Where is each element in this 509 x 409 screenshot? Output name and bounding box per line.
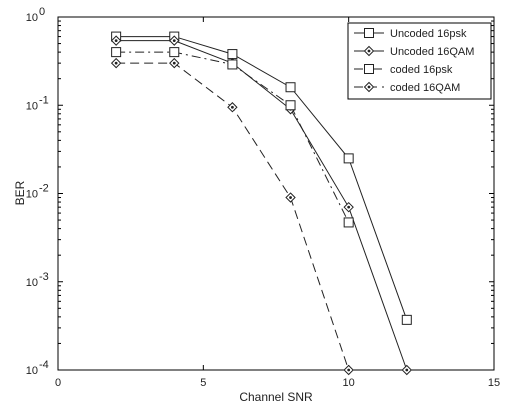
series-line bbox=[116, 40, 408, 371]
data-point bbox=[343, 153, 354, 164]
y-tick-exponent: -4 bbox=[39, 359, 49, 371]
x-axis-ticks: 0 5 10 15 bbox=[55, 17, 500, 389]
data-point-center bbox=[347, 205, 351, 209]
y-tick-exponent: -3 bbox=[39, 271, 49, 283]
series-4 bbox=[110, 57, 354, 376]
legend-marker-center bbox=[367, 85, 371, 89]
data-point bbox=[227, 59, 238, 70]
x-axis-label: Channel SNR bbox=[239, 390, 313, 404]
series-line bbox=[116, 36, 408, 321]
y-tick-base: 10 bbox=[26, 12, 38, 24]
data-point-center bbox=[114, 39, 118, 43]
y-tick-base: 10 bbox=[26, 365, 38, 377]
y-tick-label: 10 bbox=[26, 100, 38, 112]
data-point bbox=[285, 82, 296, 93]
y-tick-base: 10 bbox=[26, 100, 38, 112]
legend-label: Uncoded 16QAM bbox=[390, 46, 474, 58]
y-tick-label: 10 bbox=[26, 277, 38, 289]
data-point-center bbox=[347, 368, 351, 372]
legend-label: coded 16QAM bbox=[390, 82, 460, 94]
data-point-center bbox=[405, 368, 409, 372]
x-tick-label: 15 bbox=[488, 377, 500, 389]
legend: Uncoded 16psk Uncoded 16QAM coded 16psk cod… bbox=[347, 22, 492, 100]
data-point bbox=[111, 47, 122, 58]
y-tick-base: 10 bbox=[26, 277, 38, 289]
data-point bbox=[285, 100, 296, 111]
series-layer bbox=[110, 31, 413, 376]
y-axis-label: BER bbox=[13, 180, 27, 205]
y-tick-exponent: -1 bbox=[39, 94, 49, 106]
data-point bbox=[343, 217, 354, 228]
data-point-center bbox=[172, 39, 176, 43]
y-tick-exponent: -2 bbox=[39, 183, 49, 195]
y-tick-label: 10 bbox=[26, 12, 38, 24]
x-tick-label: 0 bbox=[55, 377, 61, 389]
y-tick-base: 10 bbox=[26, 189, 38, 201]
legend-marker bbox=[364, 64, 374, 74]
data-point bbox=[169, 47, 180, 58]
legend-label: Uncoded 16psk bbox=[390, 28, 467, 40]
series-3 bbox=[111, 47, 354, 228]
data-point bbox=[227, 49, 238, 60]
x-tick-label: 10 bbox=[343, 377, 355, 389]
legend-label: coded 16psk bbox=[390, 64, 453, 76]
y-tick-label: 10 bbox=[26, 189, 38, 201]
data-point-center bbox=[172, 61, 176, 65]
y-tick-exponent: 0 bbox=[39, 6, 45, 18]
data-point-center bbox=[289, 196, 292, 199]
data-point bbox=[401, 314, 412, 325]
data-point-center bbox=[114, 61, 118, 65]
legend-marker bbox=[364, 28, 374, 38]
x-tick-label: 5 bbox=[200, 377, 206, 389]
y-tick-label: 10 bbox=[26, 365, 38, 377]
legend-marker-center bbox=[367, 49, 371, 53]
data-point-center bbox=[231, 105, 234, 109]
